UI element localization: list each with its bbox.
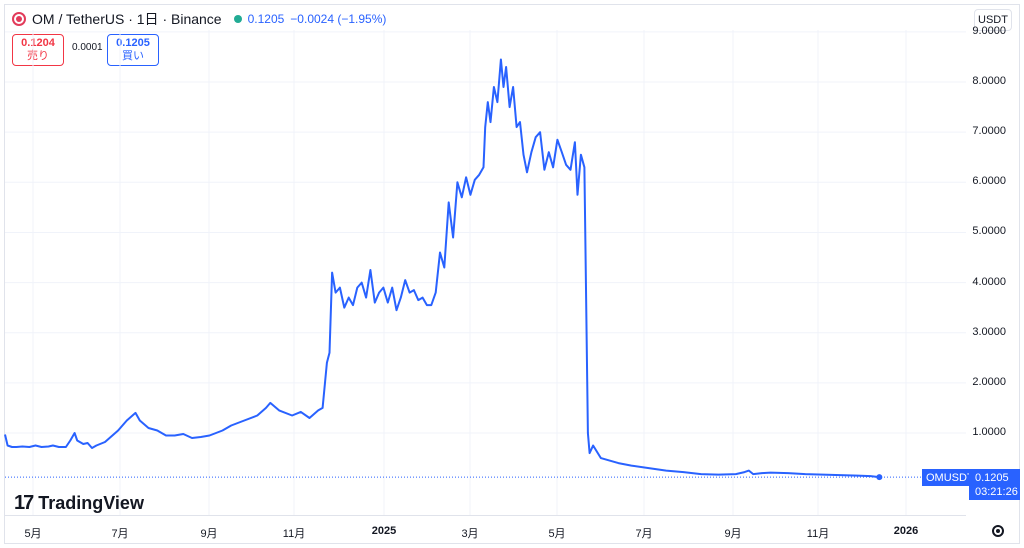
time-axis-divider bbox=[5, 515, 966, 516]
price-axis-label: 2.0000 bbox=[972, 375, 1006, 388]
currency-selector-button[interactable]: USDT bbox=[974, 9, 1012, 31]
spread-value: 0.0001 bbox=[72, 42, 103, 53]
time-axis-label: 11月 bbox=[806, 528, 830, 540]
buy-price: 0.1205 bbox=[116, 37, 150, 49]
time-axis-label: 5月 bbox=[24, 528, 42, 540]
price-change: −0.0024 (−1.95%) bbox=[290, 12, 387, 26]
time-axis-label: 2025 bbox=[371, 525, 397, 537]
price-series-line bbox=[4, 58, 880, 479]
time-axis-label: 9月 bbox=[724, 528, 742, 540]
time-axis-label: 2026 bbox=[893, 525, 919, 537]
price-axis-label: 6.0000 bbox=[972, 175, 1006, 188]
last-price-marker bbox=[876, 474, 883, 481]
price-axis-label: 5.0000 bbox=[972, 225, 1006, 238]
om-logo-icon bbox=[12, 12, 26, 26]
last-price-label: 0.1205 03:21:26 bbox=[969, 469, 1020, 500]
time-axis-label: 5月 bbox=[548, 528, 566, 540]
price-axis-label: 9.0000 bbox=[972, 24, 1006, 37]
price-axis-label: 1.0000 bbox=[972, 426, 1006, 438]
chart-settings-icon[interactable] bbox=[992, 525, 1004, 537]
bar-countdown: 03:21:26 bbox=[975, 486, 1018, 498]
symbol-title[interactable]: OM / TetherUS · 1日 · Binance bbox=[32, 11, 222, 27]
time-axis-label: 9月 bbox=[200, 528, 218, 540]
price-axis-label: 4.0000 bbox=[972, 275, 1006, 288]
time-axis-label: 11月 bbox=[282, 528, 306, 540]
price-axis[interactable]: 9.0000 8.0000 7.0000 6.0000 5.0000 4.0000 3.00… bbox=[966, 25, 1020, 490]
chart-header: OM / TetherUS · 1日 · Binance 0.1205 −0.0… bbox=[12, 9, 386, 29]
last-price-value: 0.1205 bbox=[975, 472, 1009, 484]
market-open-icon bbox=[233, 15, 242, 23]
chart-frame bbox=[4, 4, 1020, 544]
sell-price: 0.1204 bbox=[21, 37, 55, 49]
symbol-tag: OMUSDT bbox=[922, 469, 978, 486]
price-axis-label: 7.0000 bbox=[972, 125, 1006, 138]
buy-button[interactable]: 0.1205 買い bbox=[107, 34, 159, 66]
tradingview-logo[interactable]: 17 TradingView bbox=[14, 492, 144, 515]
buy-label: 買い bbox=[122, 50, 144, 62]
tradingview-mark: 17 bbox=[14, 492, 34, 514]
price-axis-label: 8.0000 bbox=[972, 75, 1006, 88]
tradingview-wordmark: TradingView bbox=[38, 493, 144, 513]
time-axis-label: 7月 bbox=[635, 528, 653, 540]
time-axis-label: 3月 bbox=[461, 528, 479, 540]
price-axis-label: 3.0000 bbox=[972, 325, 1006, 338]
time-axis-label: 7月 bbox=[111, 528, 129, 540]
current-price: 0.1205 bbox=[247, 12, 285, 26]
